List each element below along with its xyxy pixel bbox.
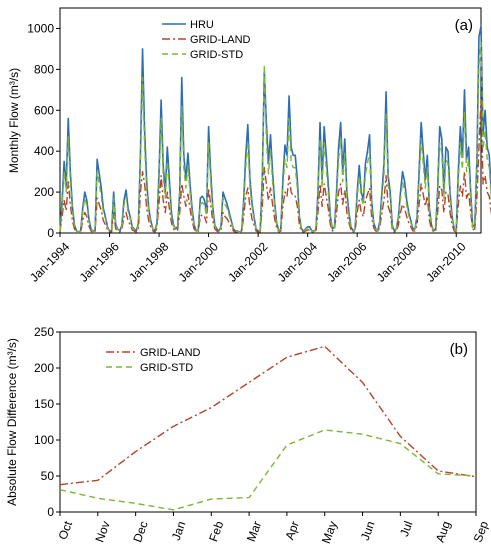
- legend-label-grid-land: GRID-LAND: [140, 347, 201, 359]
- x-tick-label: Oct: [56, 519, 76, 542]
- y-tick-label: 0: [47, 505, 54, 519]
- x-tick-label: Jun: [358, 519, 378, 542]
- panel-b-chart: 0 50 100 150 200 250 Absolute Flow Difference …: [5, 325, 491, 545]
- series-line-grid-std: [59, 42, 491, 233]
- y-tick-label: 200: [34, 361, 54, 375]
- x-tick-label: Jan-2008: [374, 239, 420, 285]
- x-tick-label: Jan-2006: [324, 239, 370, 285]
- x-tick-label: Jul: [397, 519, 415, 538]
- x-tick-label: Jan: [169, 519, 189, 542]
- y-tick-label: 1000: [27, 21, 54, 35]
- x-tick-label: Sep: [471, 519, 491, 544]
- y-tick-label: 600: [34, 103, 54, 117]
- y-tick-label: 800: [34, 62, 54, 76]
- y-tick-label: 400: [34, 144, 54, 158]
- series-line-grid-land: [59, 345, 477, 486]
- panel-a-chart: 0 200 400 600 800 1000 Monthly Flow (m³/s) Jan-…: [7, 7, 491, 285]
- legend: GRID-LAND GRID-STD: [106, 347, 201, 374]
- y-tick-label: 250: [34, 325, 54, 339]
- legend-label-hru: HRU: [190, 19, 214, 31]
- y-axis-label: Monthly Flow (m³/s): [7, 68, 21, 173]
- y-tick-label: 0: [47, 226, 54, 240]
- x-tick-label: Jan-1998: [126, 239, 172, 285]
- x-tick-label: Dec: [130, 519, 150, 544]
- x-tick-label: Jan-2000: [176, 239, 222, 285]
- x-tick-label: Jan-2002: [225, 239, 271, 285]
- x-tick-label: Aug: [433, 519, 453, 544]
- x-tick-label: Jan-1994: [27, 239, 73, 285]
- x-tick-label: Jan-1996: [77, 239, 123, 285]
- plot-frame: [59, 331, 477, 513]
- legend-label-grid-std: GRID-STD: [140, 362, 193, 374]
- y-tick-label: 200: [34, 185, 54, 199]
- y-tick-label: 50: [41, 469, 55, 483]
- x-tick-label: Feb: [206, 519, 226, 544]
- x-tick-label: Apr: [282, 519, 302, 541]
- x-tick-label: Mar: [244, 519, 264, 543]
- legend: HRU GRID-LAND GRID-STD: [162, 19, 251, 61]
- y-tick-label: 150: [34, 397, 54, 411]
- x-tick-label: May: [319, 519, 340, 545]
- x-tick-label: Jan-2010: [423, 239, 469, 285]
- y-axis-label: Absolute Flow Difference (m³/s): [5, 338, 19, 506]
- y-tick-label: 100: [34, 433, 54, 447]
- legend-label-grid-std: GRID-STD: [190, 49, 243, 61]
- legend-label-grid-land: GRID-LAND: [190, 34, 251, 46]
- series-line-grid-std: [59, 429, 477, 511]
- x-tick-label: Nov: [92, 519, 112, 544]
- x-tick-label: Jan-2004: [275, 239, 321, 285]
- panel-label: (b): [450, 341, 468, 358]
- panel-label: (a): [455, 17, 473, 34]
